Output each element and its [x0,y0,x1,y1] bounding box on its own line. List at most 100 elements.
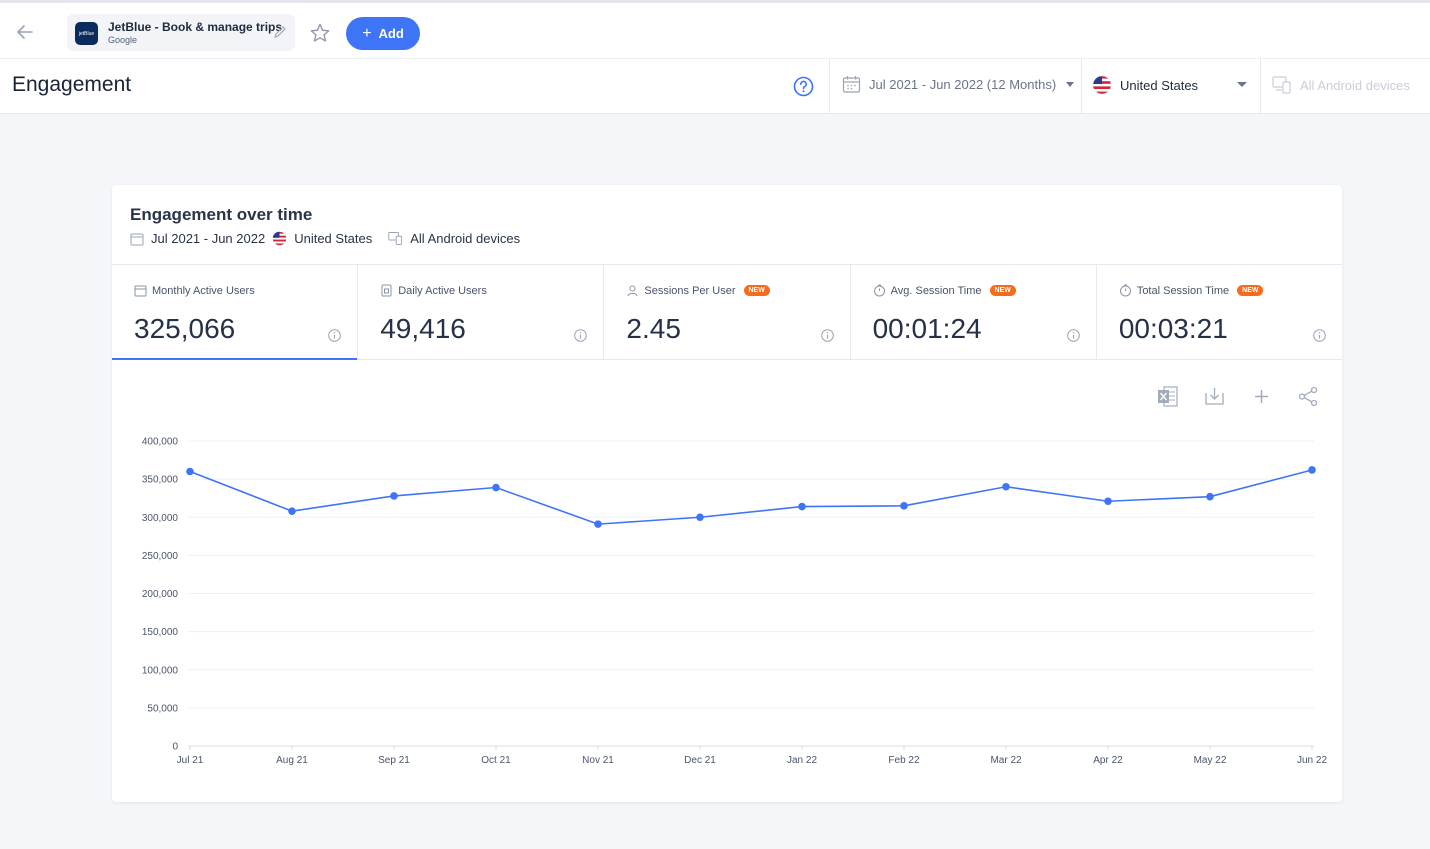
x-tick-label: Jun 22 [1297,755,1327,766]
metric-label: Sessions Per User NEW [626,284,770,297]
x-tick-label: May 22 [1194,755,1227,766]
y-tick-label: 200,000 [142,589,179,600]
add-button[interactable]: + Add [346,17,420,50]
y-tick-label: 350,000 [142,475,179,486]
plus-icon: + [362,24,372,42]
metric-label-text: Sessions Per User [644,284,736,297]
daily-calendar-icon [381,284,392,297]
card-device: All Android devices [410,231,521,246]
data-point [1104,497,1112,506]
metric-label-text: Monthly Active Users [152,284,255,297]
metric-label: Total Session Time NEW [1119,284,1264,297]
devices-icon [1272,76,1291,94]
calendar-icon [130,233,144,245]
info-icon[interactable] [328,329,342,342]
card-country: United States [294,231,373,246]
metric-label: Monthly Active Users [134,284,255,297]
info-icon[interactable] [574,329,588,342]
data-point [900,502,908,510]
divider [1081,59,1082,114]
device-label: All Android devices [1300,77,1410,93]
plus-icon[interactable] [1250,385,1273,408]
download-icon[interactable] [1203,385,1226,408]
date-range-filter[interactable]: Jul 2021 - Jun 2022 (12 Months) [842,75,1075,94]
share-icon[interactable] [1297,385,1320,408]
info-icon[interactable] [820,329,834,342]
data-point [492,483,500,492]
x-tick-label: Nov 21 [582,755,614,766]
engagement-card: Engagement over time Jul 2021 - Jun 2022… [112,185,1342,802]
data-point [798,502,806,511]
metric-monthly-active-users[interactable]: Monthly Active Users 325,066 [112,265,359,360]
data-point [1308,466,1316,474]
app-chip[interactable]: jetBlue JetBlue - Book & manage trips Go… [67,14,295,51]
data-point [696,513,704,522]
timer-icon [1119,284,1131,297]
data-point [1206,492,1214,501]
data-point [288,507,296,515]
metric-avg-session-time[interactable]: Avg. Session Time NEW 00:01:24 [851,265,1097,359]
user-icon [627,285,638,297]
y-tick-label: 150,000 [142,627,179,638]
metric-total-session-time[interactable]: Total Session Time NEW 00:03:21 [1097,265,1342,359]
engagement-line-chart: 0 50,000 100,000 150,000 200,000 250,000 300,0… [142,437,1328,767]
x-tick-label: Oct 21 [481,755,511,766]
metric-daily-active-users[interactable]: Daily Active Users 49,416 [358,265,605,359]
x-tick-label: Apr 22 [1093,755,1123,766]
new-badge: NEW [989,285,1016,296]
device-filter[interactable]: All Android devices [1272,75,1410,95]
chart-toolbar [1156,385,1320,408]
x-tick-label: Jul 21 [177,755,204,766]
devices-icon [388,232,403,245]
back-arrow-icon[interactable] [14,21,36,43]
app-logo: jetBlue [75,22,98,45]
metric-value: 325,066 [134,313,236,344]
us-flag-icon [272,231,287,246]
calendar-icon [842,76,861,93]
card-subtitle: Jul 2021 - Jun 2022 United States All An… [130,231,520,246]
metric-label-text: Total Session Time [1136,284,1230,297]
top-bar: jetBlue JetBlue - Book & manage trips Go… [0,0,1430,59]
y-tick-label: 100,000 [142,665,179,676]
divider [829,59,830,114]
metric-sessions-per-user[interactable]: Sessions Per User NEW 2.45 [604,265,851,359]
info-icon[interactable] [1067,329,1080,342]
metric-label: Daily Active Users [380,284,487,297]
new-badge: NEW [743,285,770,296]
x-tick-label: Sep 21 [378,755,410,766]
data-point [186,467,194,476]
x-tick-label: Dec 21 [684,755,716,766]
divider [1260,59,1261,114]
date-range-label: Jul 2021 - Jun 2022 (12 Months) [869,77,1057,92]
us-flag-icon [1092,75,1112,95]
add-button-label: Add [378,26,404,41]
app-store: Google [108,35,138,45]
y-tick-label: 250,000 [142,551,179,562]
data-point [594,520,602,528]
excel-icon[interactable] [1156,385,1179,408]
country-filter[interactable]: United States [1092,75,1198,95]
x-tick-label: Aug 21 [276,755,308,766]
help-icon[interactable] [793,76,814,97]
star-icon[interactable] [309,22,331,44]
timer-icon [873,284,885,297]
new-badge: NEW [1237,285,1264,296]
x-tick-label: Jan 22 [787,755,817,766]
country-label: United States [1120,77,1199,93]
page-title: Engagement [12,73,132,96]
metrics-row: Monthly Active Users 325,066 Daily Activ… [112,264,1342,360]
metric-value: 2.45 [626,313,681,344]
metric-label: Avg. Session Time NEW [873,284,1016,297]
chevron-down-icon[interactable] [1237,82,1247,87]
pencil-icon[interactable] [273,25,287,39]
metric-value: 00:01:24 [872,313,982,344]
metric-label-text: Avg. Session Time [890,284,982,297]
data-point [1002,482,1010,491]
page-header: Engagement Jul 2021 - Jun 2022 (12 Month… [0,59,1430,114]
app-name: JetBlue - Book & manage trips [108,20,283,34]
info-icon[interactable] [1313,329,1326,342]
y-tick-label: 300,000 [142,513,179,524]
metric-label-text: Daily Active Users [398,284,487,297]
y-tick-label: 0 [172,742,178,753]
data-point [390,492,398,500]
